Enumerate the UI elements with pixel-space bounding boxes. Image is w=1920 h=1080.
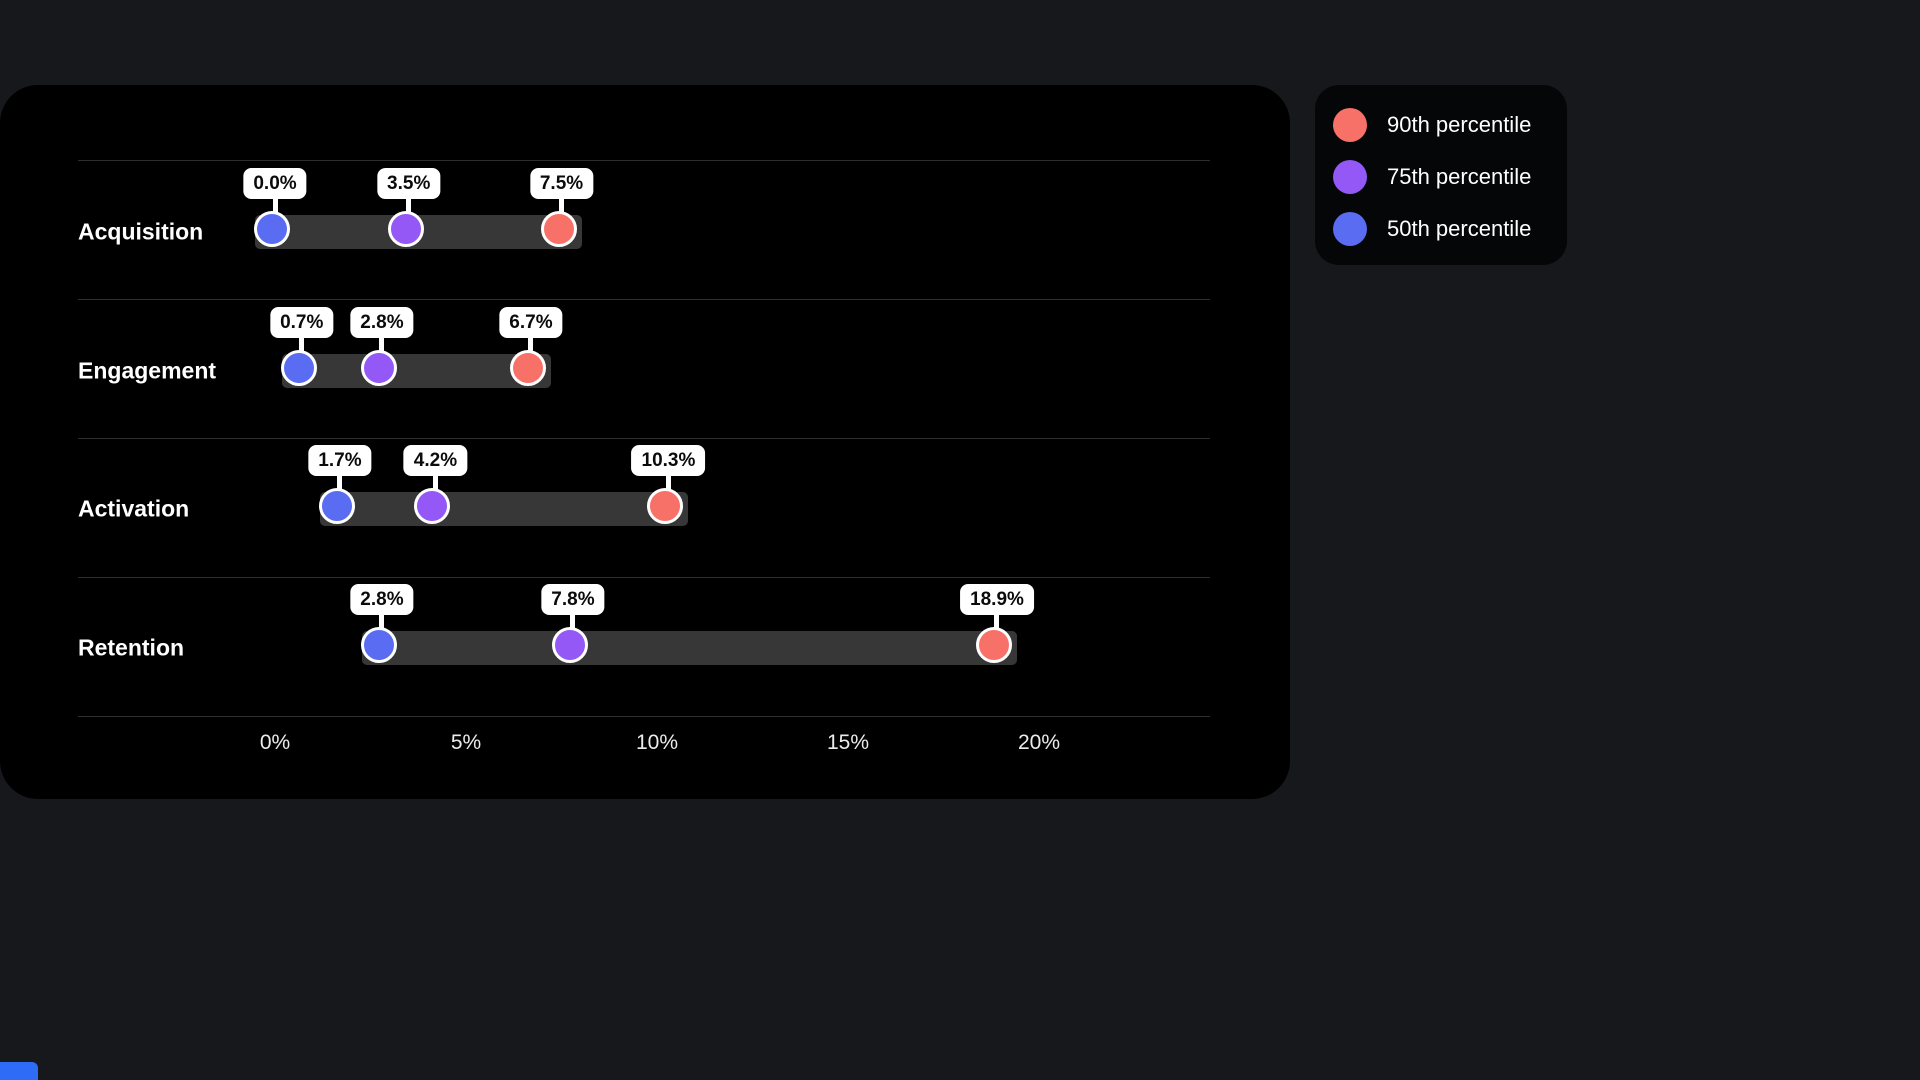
category-label: Engagement [78,357,217,384]
label-connector [528,336,534,351]
75th-percentile-dot[interactable] [414,488,451,525]
x-axis-tick-label: 10% [635,731,679,754]
90th-percentile-dot[interactable] [540,211,577,247]
75th-percentile-dot[interactable] [551,627,588,664]
value-label: 2.8% [350,584,414,616]
legend-item-label: 90th percentile [1387,112,1532,137]
50th-percentile-swatch-icon [1333,212,1367,246]
percentile-range-bar [281,353,551,388]
legend-item[interactable]: 75th percentile [1333,151,1567,203]
value-label: 7.5% [529,168,594,199]
percentile-benchmark-chart: Acquisition 0.0% 3.5% 7.5% Engagement 0.7% 2.8… [0,85,1290,799]
value-label: 10.3% [631,445,706,477]
x-axis-tick-label: 0% [259,731,291,754]
label-connector [272,198,278,212]
chart-legend: 90th percentile 75th percentile 50th perce… [1315,85,1567,265]
50th-percentile-dot[interactable] [280,349,317,386]
legend-item-label: 75th percentile [1387,164,1532,189]
90th-percentile-dot[interactable] [975,627,1012,664]
label-connector [299,336,305,351]
label-connector [665,475,671,490]
label-connector [406,198,412,212]
value-label: 3.5% [377,168,441,199]
legend-item[interactable]: 90th percentile [1333,99,1567,151]
value-label: 0.7% [270,306,334,338]
label-connector [379,614,385,629]
label-connector [570,614,576,629]
label-connector [559,198,564,212]
label-connector [337,475,343,490]
90th-percentile-swatch-icon [1333,108,1367,142]
x-axis-tick-label: 20% [1017,731,1061,754]
75th-percentile-dot[interactable] [360,349,397,386]
gridline [78,716,1210,717]
gridline [78,577,1210,578]
value-label: 7.8% [541,584,605,616]
value-label: 0.0% [243,168,307,199]
gridline [78,299,1210,300]
label-connector [379,336,385,351]
legend-item[interactable]: 50th percentile [1333,203,1567,255]
x-axis-tick-label: 5% [450,731,482,754]
75th-percentile-dot[interactable] [387,211,424,247]
50th-percentile-dot[interactable] [360,627,397,664]
value-label: 1.7% [308,445,372,477]
percentile-range-bar [361,631,1017,666]
50th-percentile-dot[interactable] [254,211,290,247]
category-label: Activation [78,495,190,522]
value-label: 2.8% [350,306,414,338]
90th-percentile-dot[interactable] [647,488,684,525]
50th-percentile-dot[interactable] [318,488,355,525]
label-connector [432,475,438,490]
label-connector [994,614,1000,629]
gridline [78,160,1210,161]
category-label: Acquisition [78,218,204,245]
x-axis-tick-label: 15% [826,731,870,754]
90th-percentile-dot[interactable] [509,349,546,386]
value-label: 4.2% [403,445,468,477]
value-label: 6.7% [499,306,563,338]
value-label: 18.9% [960,584,1034,616]
bottom-left-accent-shape [0,1062,38,1080]
75th-percentile-swatch-icon [1333,160,1367,194]
gridline [78,438,1210,439]
legend-item-label: 50th percentile [1387,216,1532,241]
category-label: Retention [78,634,185,661]
percentile-range-bar [319,492,689,527]
